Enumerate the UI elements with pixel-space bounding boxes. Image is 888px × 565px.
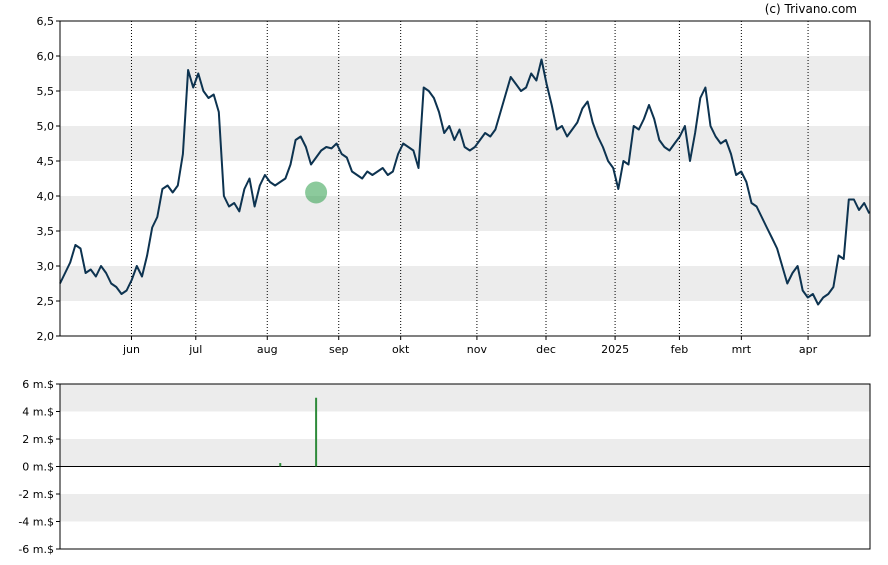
credit-text: (c) Trivano.com [765, 2, 857, 16]
x-tick-label: feb [671, 343, 689, 356]
price-bands [60, 56, 870, 301]
price-panel: 2,0 2,5 3,0 3,5 4,0 4,5 5,0 5,5 6,0 6,5 jun jul aug… [37, 15, 871, 356]
y-tick-label: 5,5 [37, 85, 55, 98]
volume-bands [60, 384, 870, 522]
x-tick-label: okt [392, 343, 410, 356]
price-y-axis: 2,0 2,5 3,0 3,5 4,0 4,5 5,0 5,5 6,0 6,5 [37, 15, 60, 343]
volume-y-tick-label: 2 m.$ [22, 433, 54, 446]
volume-y-tick-label: 6 m.$ [22, 378, 54, 391]
volume-band [60, 494, 870, 522]
x-tick-label: 2025 [601, 343, 629, 356]
volume-band [60, 384, 870, 412]
volume-panel: 6 m.$ 4 m.$ 2 m.$ 0 m.$ -2 m.$ -4 m.$ -6 m.$ [18, 378, 871, 556]
y-tick-label: 6,0 [37, 50, 55, 63]
price-line [59, 58, 871, 306]
volume-y-axis: 6 m.$ 4 m.$ 2 m.$ 0 m.$ -2 m.$ -4 m.$ -6 m.$ [18, 378, 60, 556]
volume-y-tick-label: 0 m.$ [22, 461, 54, 474]
price-marker [305, 181, 328, 204]
volume-y-tick-label: -6 m.$ [18, 543, 54, 556]
y-tick-label: 3,0 [37, 260, 55, 273]
highlight-marker [305, 181, 328, 204]
price-band [60, 266, 870, 301]
x-tick-label: mrt [732, 343, 752, 356]
y-tick-label: 5,0 [37, 120, 55, 133]
price-frame [59, 20, 871, 337]
price-series [59, 58, 871, 306]
y-tick-label: 6,5 [37, 15, 55, 28]
price-band [60, 196, 870, 231]
y-tick-label: 2,0 [37, 330, 55, 343]
x-tick-label: aug [257, 343, 278, 356]
y-tick-label: 2,5 [37, 295, 55, 308]
y-tick-label: 4,0 [37, 190, 55, 203]
y-tick-label: 3,5 [37, 225, 55, 238]
volume-y-tick-label: -4 m.$ [18, 516, 54, 529]
volume-frame [59, 383, 871, 550]
x-tick-label: jul [188, 343, 202, 356]
x-tick-label: jun [122, 343, 140, 356]
volume-band [60, 439, 870, 467]
x-tick-label: sep [329, 343, 348, 356]
price-x-axis: jun jul aug sep okt nov dec 2025 feb mrt apr [122, 336, 818, 356]
x-tick-label: dec [536, 343, 556, 356]
price-band [60, 56, 870, 91]
x-tick-label: nov [467, 343, 488, 356]
x-tick-label: apr [799, 343, 818, 356]
volume-y-tick-label: 4 m.$ [22, 406, 54, 419]
volume-y-tick-label: -2 m.$ [18, 488, 54, 501]
y-tick-label: 4,5 [37, 155, 55, 168]
volume-bars [279, 397, 318, 467]
price-band [60, 126, 870, 161]
